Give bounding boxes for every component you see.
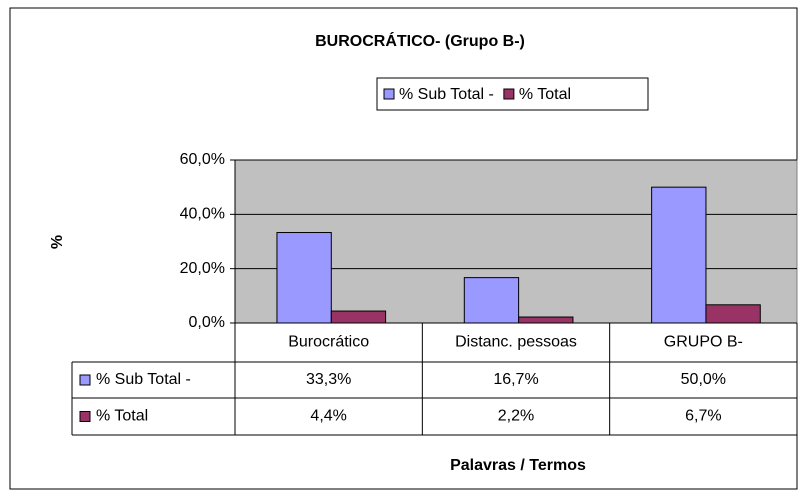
- category-label: GRUPO B-: [664, 334, 743, 351]
- category-label: Distanc. pessoas: [455, 334, 577, 351]
- table-value: 6,7%: [685, 408, 721, 425]
- table-value: 4,4%: [310, 408, 346, 425]
- y-tick-label: 20,0%: [180, 260, 225, 277]
- bar: [463, 277, 520, 324]
- table-value: 16,7%: [493, 371, 538, 388]
- chart-title: BUROCRÁTICO- (Grupo B-): [315, 31, 525, 50]
- bar: [518, 316, 574, 324]
- y-tick-label: 60,0%: [180, 151, 225, 168]
- table-series-name: % Total: [96, 408, 148, 425]
- legend-label: % Sub Total -: [399, 86, 494, 103]
- x-axis-label: Palavras / Termos: [450, 457, 586, 474]
- table-legend-swatch: [79, 374, 91, 386]
- category-label: Burocrático: [288, 334, 369, 351]
- bar: [651, 186, 707, 324]
- legend-swatch: [383, 88, 395, 100]
- legend-label: % Total: [519, 86, 571, 103]
- y-axis-label: %: [49, 235, 66, 249]
- y-tick-label: 40,0%: [180, 206, 225, 223]
- table-value: 33,3%: [306, 371, 351, 388]
- bar: [705, 304, 761, 324]
- table-value: 2,2%: [498, 408, 534, 425]
- table-legend-swatch: [79, 411, 91, 422]
- table-value: 50,0%: [681, 371, 726, 388]
- table-series-name: % Sub Total -: [96, 371, 191, 388]
- y-tick-label: 0,0%: [189, 314, 225, 331]
- legend-swatch: [503, 88, 515, 100]
- bar: [330, 310, 387, 324]
- bar: [276, 232, 332, 324]
